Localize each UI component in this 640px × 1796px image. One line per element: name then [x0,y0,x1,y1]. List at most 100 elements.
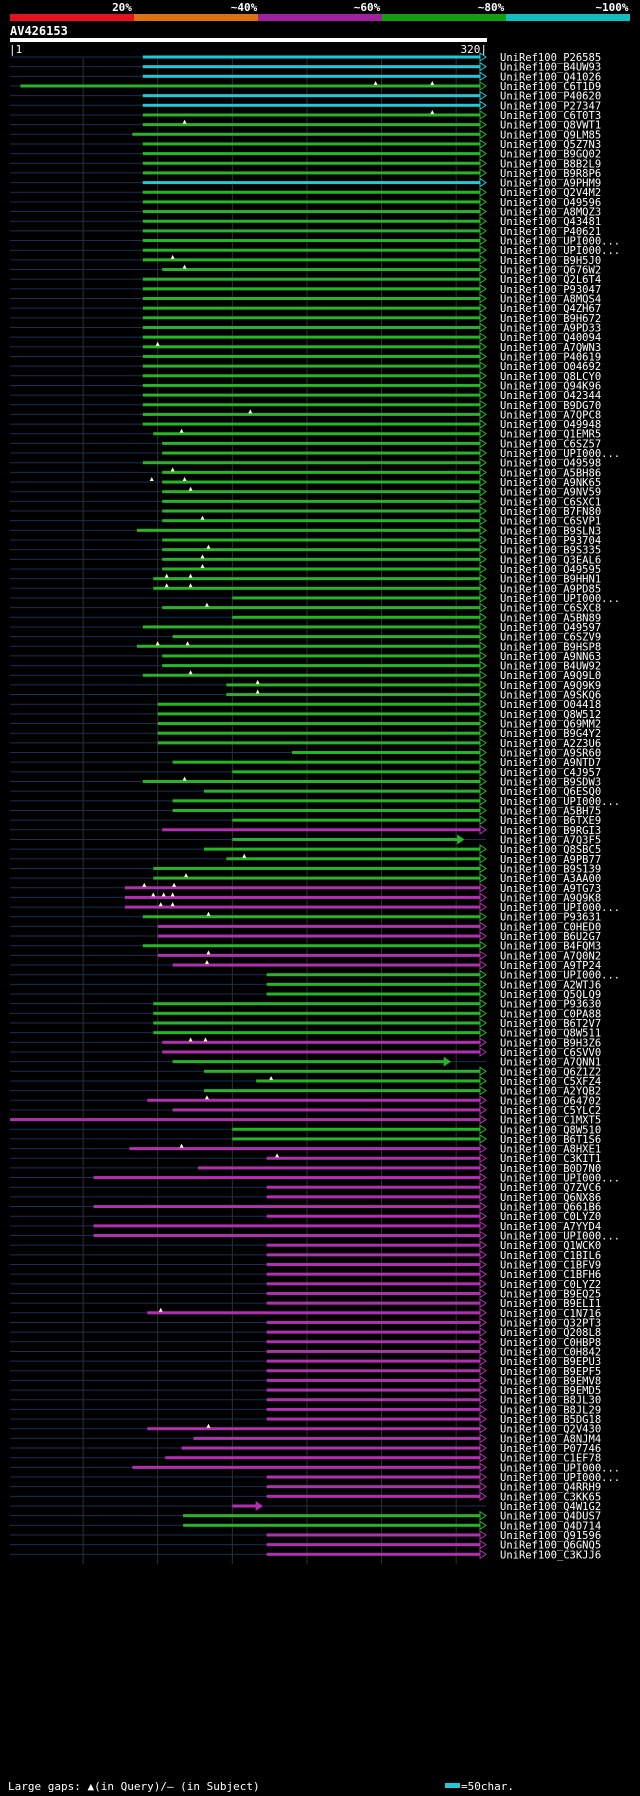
hit-label[interactable]: UniRef100_UPI000... [500,1472,620,1484]
hit-row[interactable]: UniRef100_B8JL29 [10,1404,601,1416]
hit-row[interactable]: UniRef100_Q9LM85 [10,129,601,141]
hit-row[interactable]: UniRef100_B9EMV8 [10,1375,601,1387]
hit-row[interactable]: UniRef100_O42344 [10,390,601,402]
hit-row[interactable]: UniRef100_O49598 [10,458,601,470]
hit-bar[interactable] [136,644,481,648]
hit-row[interactable]: UniRef100_A5BH86 [10,467,601,479]
hit-label[interactable]: UniRef100_UPI000... [500,593,620,605]
hit-label[interactable]: UniRef100_Q4D714 [500,1520,601,1532]
hit-label[interactable]: UniRef100_B9ELI1 [500,1298,601,1310]
hit-label[interactable]: UniRef100_C6T1D9 [500,81,601,93]
hit-label[interactable]: UniRef100_B4UW93 [500,62,601,74]
hit-bar[interactable] [266,973,481,977]
hit-bar[interactable] [226,857,481,861]
hit-bar[interactable] [266,1263,481,1266]
hit-row[interactable]: UniRef100_C0HBP8 [10,1337,601,1349]
hit-row[interactable]: UniRef100_Q676W2 [10,264,601,277]
hit-bar[interactable] [232,1137,481,1141]
hit-label[interactable]: UniRef100_Q6GNQ5 [500,1540,601,1552]
hit-label[interactable]: UniRef100_C6SZV9 [500,632,601,644]
hit-label[interactable]: UniRef100_B9EPU3 [500,1356,601,1368]
hit-label[interactable]: UniRef100_Q6Z1Z2 [500,1066,601,1078]
hit-row[interactable]: UniRef100_A7YYD4 [10,1221,601,1233]
hit-row[interactable]: UniRef100_UPI000... [10,902,620,914]
hit-row[interactable]: UniRef100_Q6NX86 [10,1192,601,1204]
hit-bar[interactable] [142,113,482,117]
hit-label[interactable]: UniRef100_A9TP24 [500,960,601,972]
hit-label[interactable]: UniRef100_B9GQ02 [500,149,601,161]
hit-bar[interactable] [203,847,481,851]
hit-bar[interactable] [157,731,482,735]
hit-label[interactable]: UniRef100_Q2L6T4 [500,274,601,286]
hit-row[interactable]: UniRef100_B4UW93 [10,62,601,74]
hit-row[interactable]: UniRef100_Q5QLQ9 [10,989,601,1001]
hit-row[interactable]: UniRef100_C4J957 [10,767,601,779]
hit-bar[interactable] [266,1485,481,1489]
hit-bar[interactable] [132,132,481,136]
hit-bar[interactable] [142,780,482,783]
hit-label[interactable]: UniRef100_P40620 [500,91,601,103]
hit-row[interactable]: UniRef100_B9H3Z6 [10,1037,601,1049]
hit-bar[interactable] [232,615,481,619]
hit-row[interactable]: UniRef100_B9HHN1 [10,573,601,586]
hit-bar[interactable] [153,1021,481,1025]
hit-label[interactable]: UniRef100_A9TG73 [500,883,601,895]
hit-row[interactable]: UniRef100_Q6ESQ0 [10,786,601,798]
hit-row[interactable]: UniRef100_O49596 [10,197,601,209]
hit-bar[interactable] [142,65,482,69]
hit-bar[interactable] [266,1185,481,1189]
hit-row[interactable]: UniRef100_C1BFH6 [10,1269,601,1281]
hit-label[interactable]: UniRef100_A7QNN1 [500,1057,601,1069]
hit-bar[interactable] [142,412,482,416]
hit-bar[interactable] [153,1011,481,1015]
hit-bar[interactable] [203,789,481,793]
hit-label[interactable]: UniRef100_B9HHN1 [500,574,601,586]
hit-bar[interactable] [266,1214,481,1218]
hit-row[interactable]: UniRef100_P93631 [10,911,601,924]
hit-row[interactable]: UniRef100_B0D7N0 [10,1163,601,1175]
hit-row[interactable]: UniRef100_Q8W511 [10,1028,601,1040]
hit-row[interactable]: UniRef100_A7QWN3 [10,341,601,354]
hit-label[interactable]: UniRef100_C6SVV0 [500,1047,601,1059]
hit-row[interactable]: UniRef100_B9HSP8 [10,641,601,653]
hit-bar[interactable] [266,1301,481,1305]
hit-label[interactable]: UniRef100_Q2V430 [500,1424,601,1436]
hit-bar[interactable] [142,403,482,407]
hit-bar[interactable] [172,799,482,803]
hit-bar[interactable] [232,1504,258,1508]
hit-row[interactable]: UniRef100_Q8LCY0 [10,371,601,383]
hit-row[interactable]: UniRef100_O49948 [10,419,601,431]
hit-label[interactable]: UniRef100_Q4RRH9 [500,1482,601,1494]
hit-row[interactable]: UniRef100_B9EPF5 [10,1366,601,1378]
hit-bar[interactable] [142,354,482,358]
hit-label[interactable]: UniRef100_B9RGI3 [500,825,601,837]
hit-row[interactable]: UniRef100_Q8VWT1 [10,120,601,132]
hit-row[interactable]: UniRef100_Q1EMR5 [10,428,601,441]
hit-row[interactable]: UniRef100_A2WTJ6 [10,979,601,991]
hit-row[interactable]: UniRef100_P07746 [10,1443,601,1455]
hit-label[interactable]: UniRef100_Q8SBC5 [500,844,601,856]
hit-row[interactable]: UniRef100_A5BH75 [10,805,601,817]
hit-label[interactable]: UniRef100_C0H842 [500,1346,601,1358]
hit-row[interactable]: UniRef100_Q4RRH9 [10,1482,601,1494]
hit-label[interactable]: UniRef100_C6T0T3 [500,110,601,122]
hit-label[interactable]: UniRef100_B9R8P6 [500,168,601,180]
hit-row[interactable]: UniRef100_Q94K96 [10,380,601,392]
hit-bar[interactable] [157,741,482,745]
hit-row[interactable]: UniRef100_Q1WCK0 [10,1240,601,1252]
hit-bar[interactable] [124,905,482,909]
hit-bar[interactable] [136,528,481,532]
hit-label[interactable]: UniRef100_Q1EMR5 [500,429,601,441]
hit-row[interactable]: UniRef100_A9NTD7 [10,757,601,769]
hit-row[interactable]: UniRef100_B9R8P6 [10,168,601,180]
hit-row[interactable]: UniRef100_B9S335 [10,544,601,557]
hit-bar[interactable] [266,1195,481,1199]
hit-row[interactable]: UniRef100_O49597 [10,622,601,634]
hit-row[interactable]: UniRef100_C6SZV9 [10,632,601,644]
hit-label[interactable]: UniRef100_A5BN89 [500,612,601,624]
hit-bar[interactable] [142,190,482,194]
hit-label[interactable]: UniRef100_A9SR60 [500,748,601,760]
hit-label[interactable]: UniRef100_UPI000... [500,236,620,248]
hit-bar[interactable] [162,451,481,455]
hit-label[interactable]: UniRef100_Q41026 [500,71,601,83]
